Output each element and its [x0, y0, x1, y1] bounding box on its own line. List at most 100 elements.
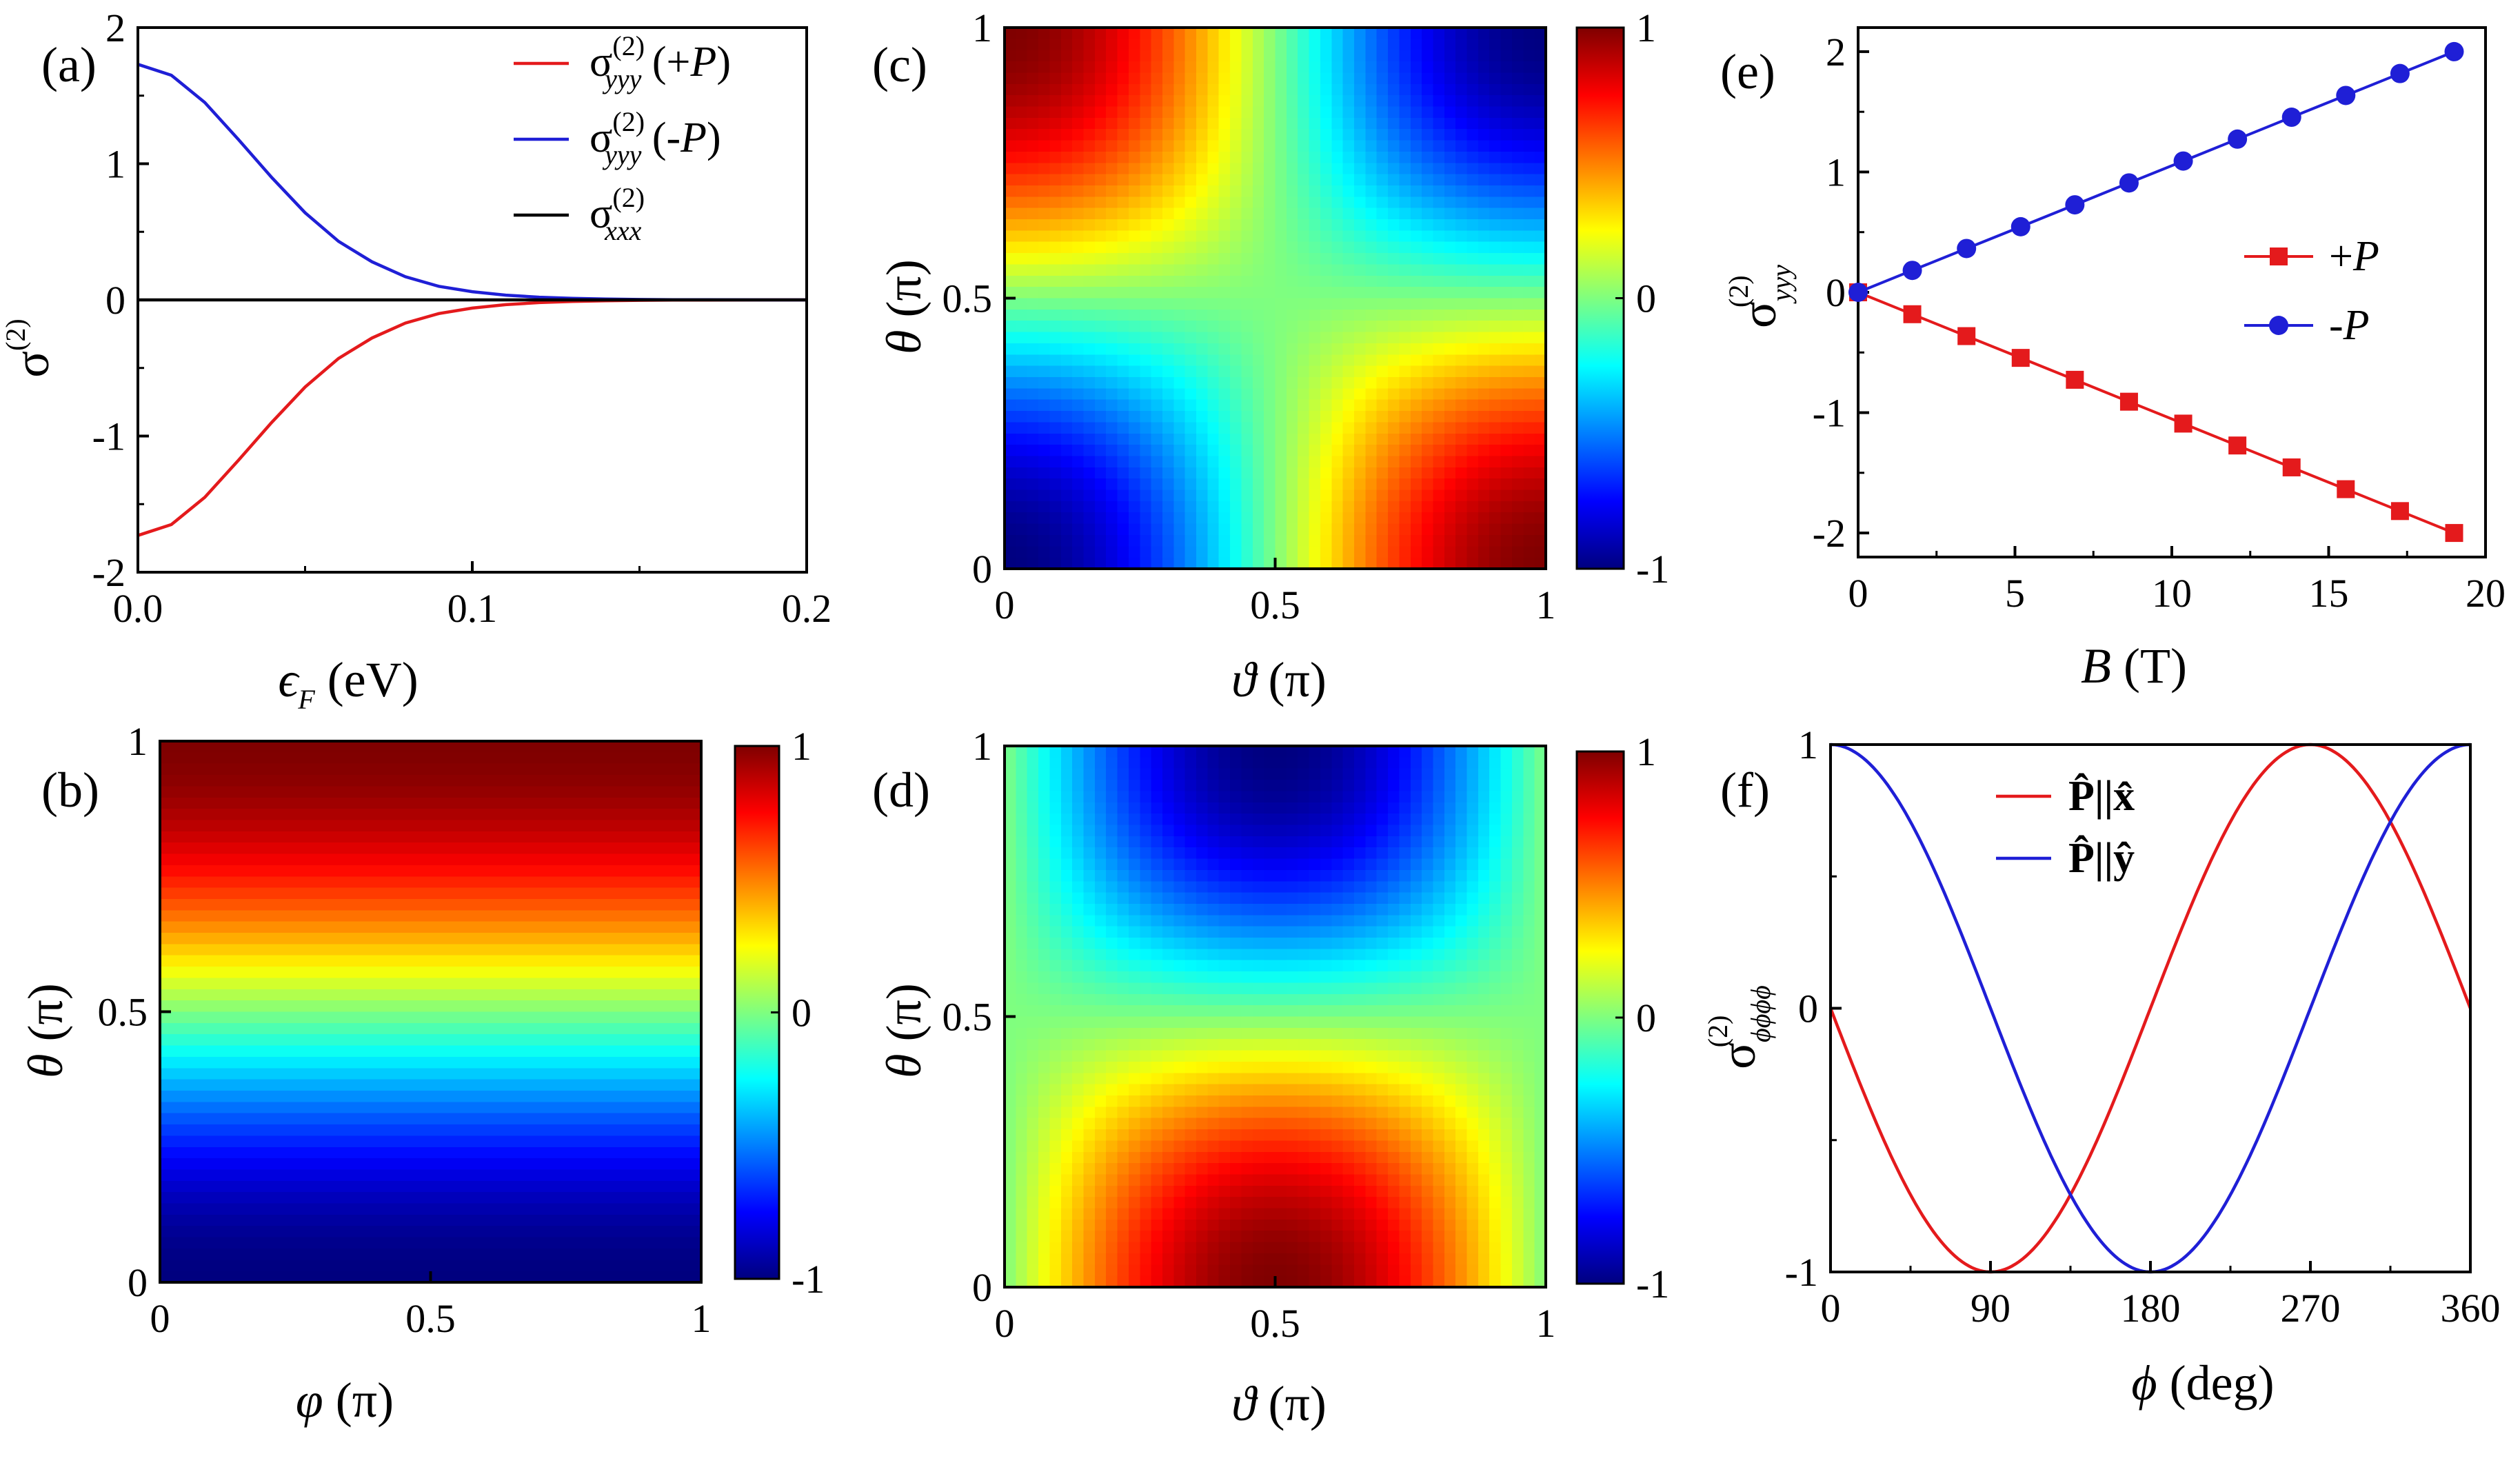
heatmap-cell [588, 842, 601, 855]
heatmap-cell [283, 831, 296, 843]
heatmap-cell [430, 1045, 443, 1058]
heatmap-cell [622, 1113, 634, 1125]
heatmap-cell [295, 898, 308, 911]
heatmap-cell [1320, 72, 1332, 85]
heatmap-cell [1511, 208, 1524, 220]
heatmap-cell [1140, 501, 1152, 513]
heatmap-cell [1286, 422, 1298, 434]
heatmap-cell [1422, 365, 1434, 378]
heatmap-cell [1140, 83, 1152, 96]
heatmap-cell [1523, 298, 1535, 310]
heatmap-cell [1455, 196, 1468, 209]
heatmap-cell [453, 775, 465, 787]
heatmap-cell [1275, 140, 1287, 152]
heatmap-cell [1106, 546, 1118, 558]
heatmap-cell [1275, 83, 1287, 96]
heatmap-cell [182, 1192, 194, 1204]
heatmap-cell [441, 989, 454, 1001]
heatmap-cell [1388, 208, 1400, 220]
heatmap-cell [689, 1158, 702, 1171]
heatmap-cell [1027, 881, 1039, 893]
heatmap-cell [1365, 309, 1378, 321]
heatmap-cell [1117, 456, 1129, 468]
heatmap-cell [1388, 95, 1400, 108]
heatmap-cell [160, 1214, 172, 1226]
heatmap-cell [611, 1158, 623, 1171]
heatmap-cell [1140, 28, 1152, 39]
heatmap-cell [317, 876, 330, 889]
heatmap-cell [182, 933, 194, 944]
heatmap-cell [261, 786, 274, 798]
heatmap-cell [577, 865, 589, 877]
heatmap-cell [1049, 1219, 1062, 1231]
heatmap-cell [1005, 1197, 1016, 1209]
heatmap-cell [340, 1090, 352, 1102]
panel-a-legend: σ(2) yyy (+P)σ(2) yyy (-P)σ(2) xxx [514, 30, 731, 246]
heatmap-cell [1399, 332, 1411, 344]
heatmap-cell [441, 775, 454, 787]
heatmap-cell [1060, 376, 1073, 389]
heatmap-cell [1038, 1140, 1051, 1153]
heatmap-cell [453, 865, 465, 877]
heatmap-cell [374, 865, 386, 877]
heatmap-cell [622, 1102, 634, 1114]
heatmap-cell [667, 1158, 679, 1171]
heatmap-cell [565, 820, 578, 832]
heatmap-cell [1331, 354, 1344, 367]
heatmap-cell [1444, 106, 1456, 119]
heatmap-cell [1005, 208, 1016, 220]
heatmap-cell [272, 865, 285, 877]
heatmap-cell [633, 842, 645, 855]
heatmap-cell [205, 1056, 217, 1069]
heatmap-cell [1388, 298, 1400, 310]
heatmap-cell [419, 1011, 432, 1024]
heatmap-cell [1049, 903, 1062, 916]
heatmap-cell [656, 1011, 668, 1024]
heatmap-cell [532, 887, 544, 900]
heatmap-cell [1500, 219, 1513, 231]
heatmap-cell [1128, 140, 1140, 152]
heatmap-cell [194, 1135, 206, 1148]
heatmap-cell [1342, 321, 1355, 333]
heatmap-cell [1500, 354, 1513, 367]
heatmap-cell [543, 1000, 555, 1013]
heatmap-cell [160, 1056, 172, 1069]
heatmap-cell [205, 1192, 217, 1204]
heatmap-cell [160, 1271, 172, 1283]
heatmap-cell [306, 842, 319, 855]
heatmap-cell [1489, 61, 1502, 74]
heatmap-cell [1140, 208, 1152, 220]
heatmap-cell [1353, 456, 1366, 468]
heatmap-cell [317, 1102, 330, 1114]
heatmap-cell [464, 1113, 476, 1125]
heatmap-cell [1433, 140, 1445, 152]
heatmap-cell [1264, 399, 1276, 412]
heatmap-cell [1478, 106, 1490, 119]
heatmap-cell [1005, 534, 1016, 547]
heatmap-cell [475, 1011, 487, 1024]
heatmap-cell [543, 786, 555, 798]
heatmap-cell [588, 763, 601, 776]
heatmap-cell [385, 1090, 398, 1102]
heatmap-cell [340, 1011, 352, 1024]
heatmap-cell [1353, 151, 1366, 163]
heatmap-cell [306, 1102, 319, 1114]
heatmap-cell [1151, 208, 1163, 220]
heatmap-cell [205, 989, 217, 1001]
heatmap-cell [1376, 343, 1389, 355]
heatmap-cell [678, 1124, 691, 1136]
heatmap-cell [1218, 309, 1231, 321]
heatmap-cell [1455, 95, 1468, 108]
heatmap-cell [430, 831, 443, 843]
heatmap-cell [464, 853, 476, 866]
heatmap-cell [441, 1169, 454, 1182]
heatmap-cell [1049, 287, 1062, 299]
colorbar-tick-label: 1 [1636, 6, 1656, 50]
heatmap-cell [1173, 163, 1186, 175]
heatmap-cell [340, 786, 352, 798]
heatmap-cell [306, 809, 319, 821]
heatmap-cell [577, 933, 589, 944]
heatmap-cell [1241, 512, 1253, 525]
heatmap-cell [487, 967, 499, 979]
heatmap-cell [1038, 151, 1051, 163]
